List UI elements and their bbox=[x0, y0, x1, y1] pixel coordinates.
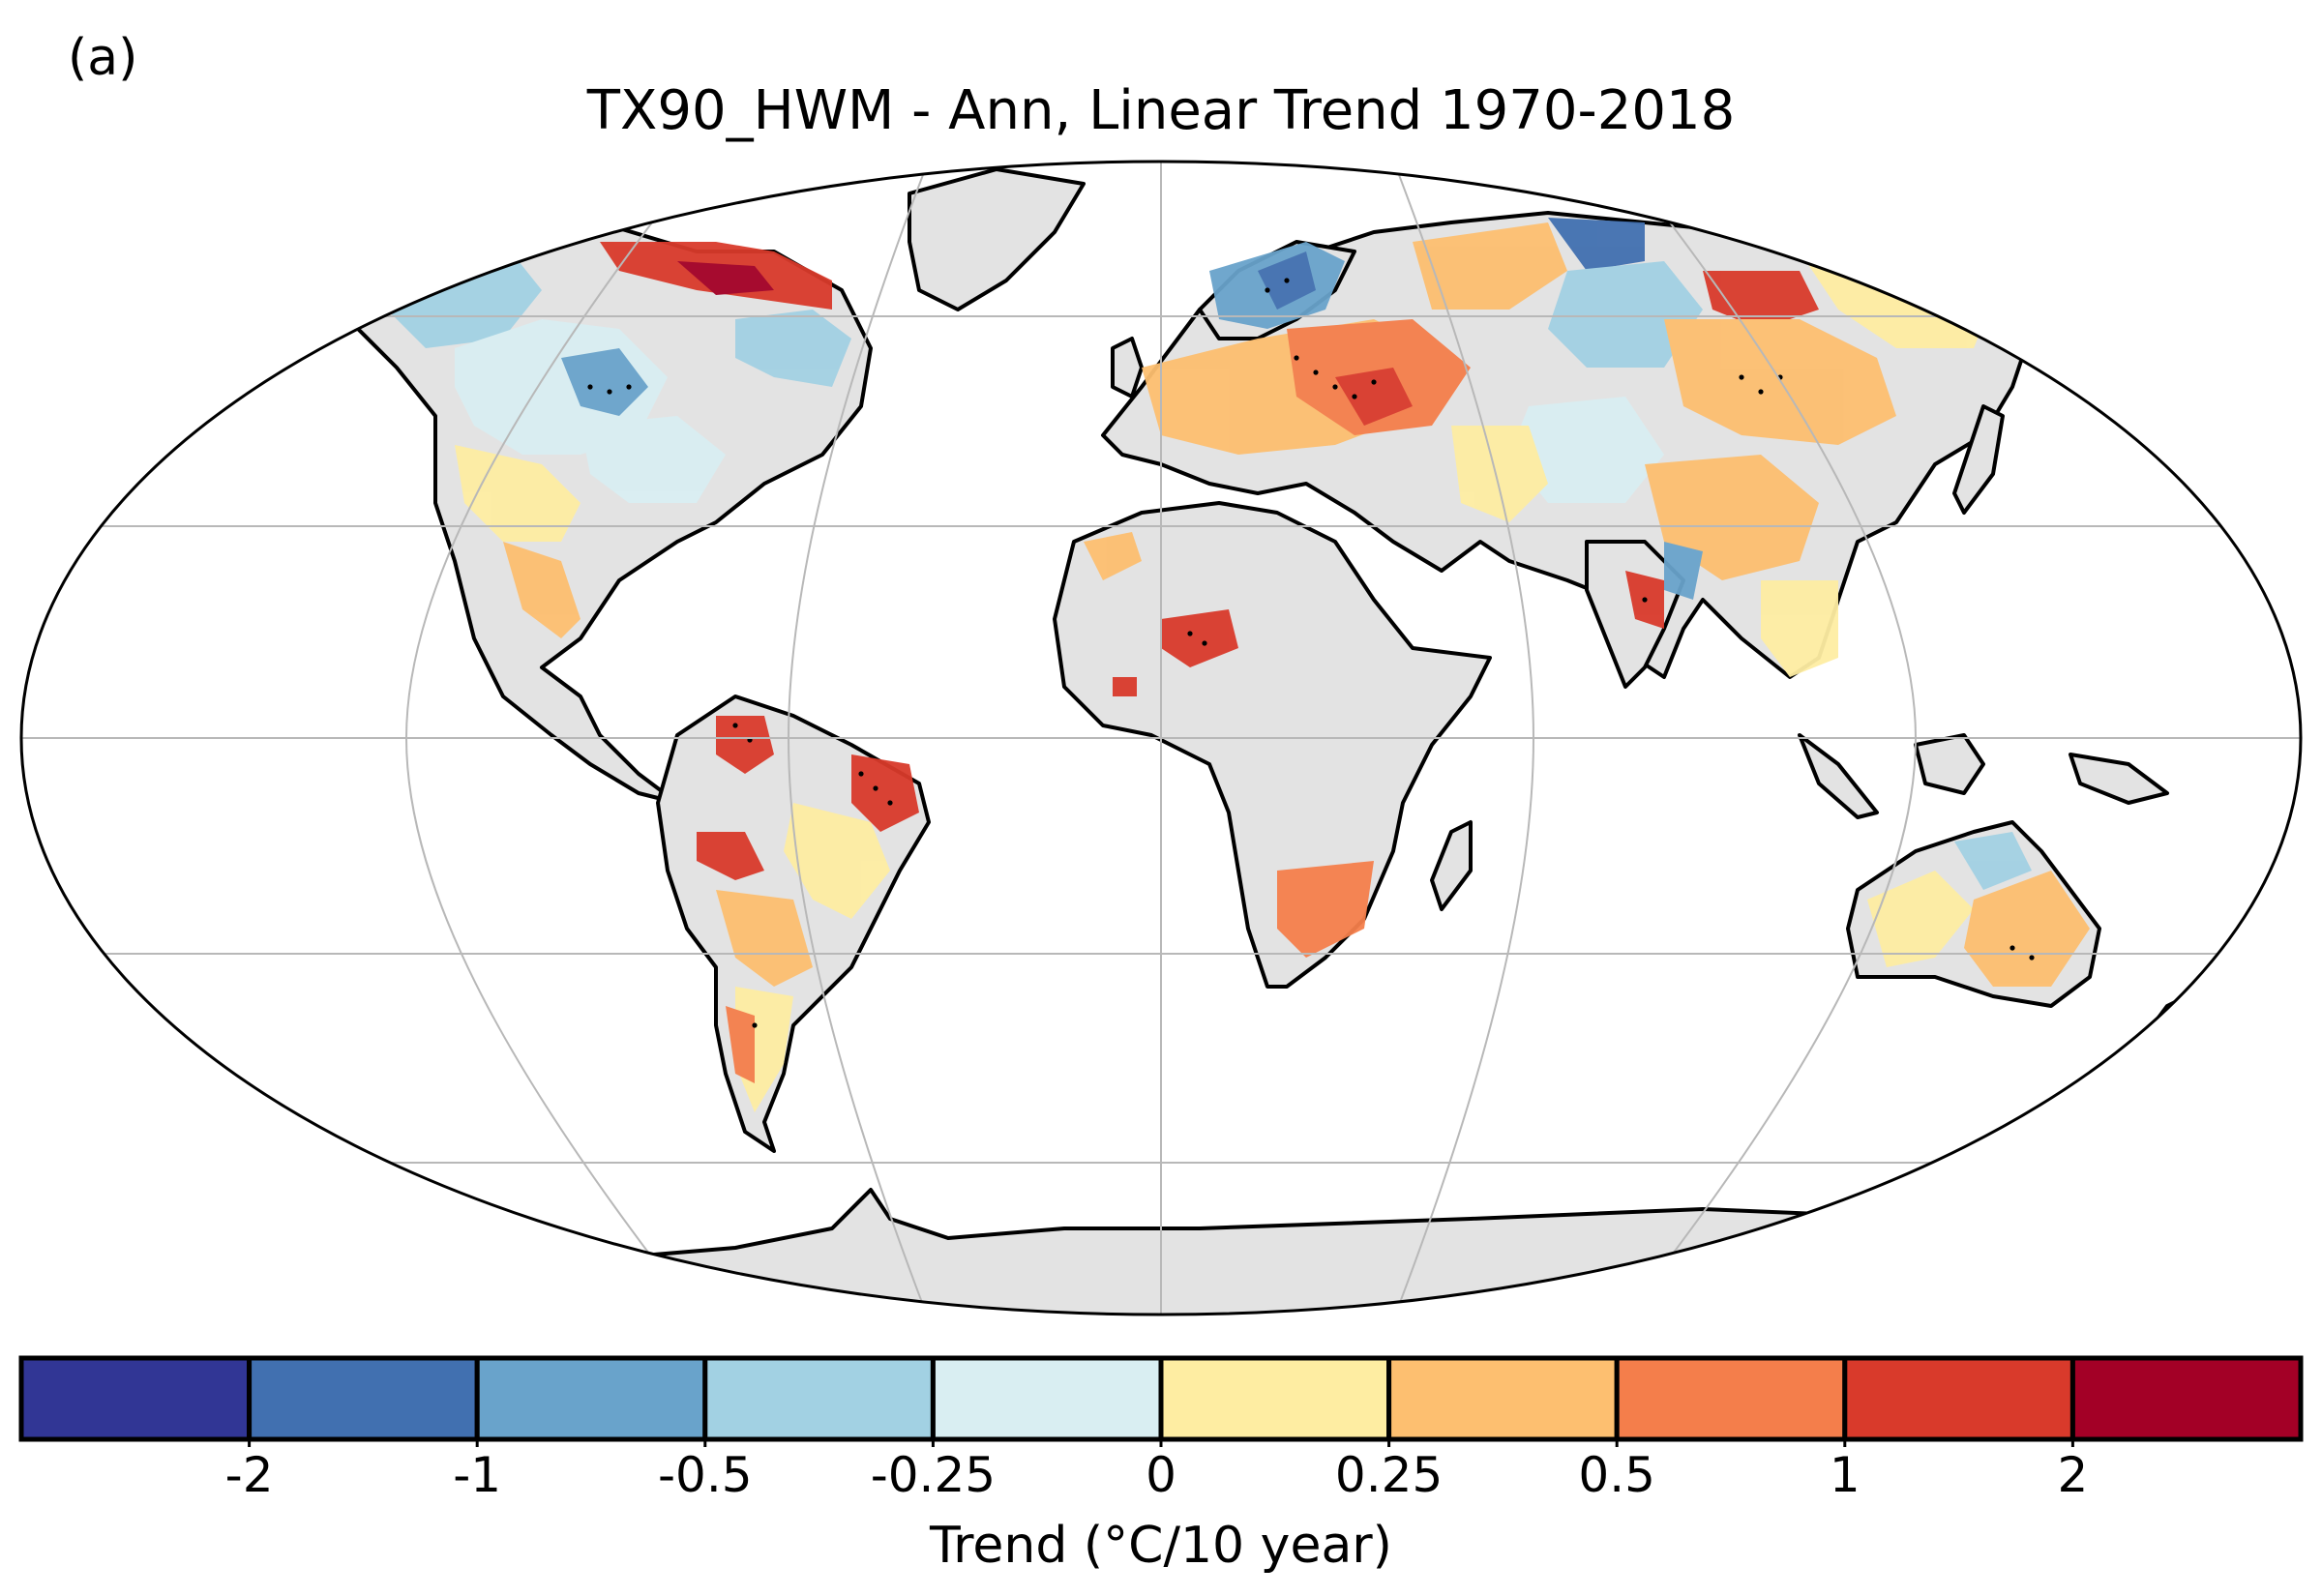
colorbar-bin bbox=[1614, 1355, 1848, 1442]
colorbar-bin bbox=[1842, 1355, 2075, 1442]
colorbar-tick-label: -0.25 bbox=[870, 1447, 997, 1503]
land-new-guinea bbox=[2069, 753, 2169, 805]
colorbar-bin bbox=[702, 1355, 936, 1442]
map-title: TX90_HWM - Ann, Linear Trend 1970-2018 bbox=[586, 79, 1736, 142]
colorbar-tick-label: 0 bbox=[1146, 1447, 1176, 1503]
land-borneo bbox=[1914, 733, 1985, 795]
colorbar-tick-label: 0.5 bbox=[1578, 1447, 1655, 1503]
colorbar-bin bbox=[474, 1355, 708, 1442]
land-madagascar bbox=[1430, 820, 1473, 911]
map-body bbox=[21, 162, 2301, 1315]
map-boundary bbox=[19, 160, 2303, 1316]
trend-fill bbox=[329, 218, 2167, 1112]
land-greenland bbox=[908, 167, 1086, 311]
colorbar-bin bbox=[1158, 1355, 1392, 1442]
colorbar-tick-label: -2 bbox=[224, 1447, 274, 1503]
colorbar-bin bbox=[2069, 1355, 2304, 1442]
land-sumatra bbox=[1798, 733, 1879, 819]
significance-dots bbox=[587, 278, 2035, 1028]
colorbar-tick-label: 1 bbox=[1829, 1447, 1861, 1503]
panel-label: (a) bbox=[68, 29, 138, 87]
colorbar-bin bbox=[247, 1355, 480, 1442]
colorbar-label: Trend (°C/10 year) bbox=[930, 1517, 1392, 1575]
colorbar-tick-label: 2 bbox=[2057, 1447, 2089, 1503]
colorbar-bin bbox=[1386, 1355, 1620, 1442]
land-japan bbox=[1952, 404, 2005, 515]
colorbar-bin bbox=[18, 1355, 253, 1442]
colorbar-tick-label: -0.5 bbox=[658, 1447, 753, 1503]
land-great-britain bbox=[1111, 337, 1144, 399]
colorbar-bin bbox=[930, 1355, 1164, 1442]
colorbar-tick-label: -1 bbox=[453, 1447, 502, 1503]
colorbar bbox=[18, 1355, 2304, 1447]
colorbar-tick-label: 0.25 bbox=[1334, 1447, 1444, 1503]
